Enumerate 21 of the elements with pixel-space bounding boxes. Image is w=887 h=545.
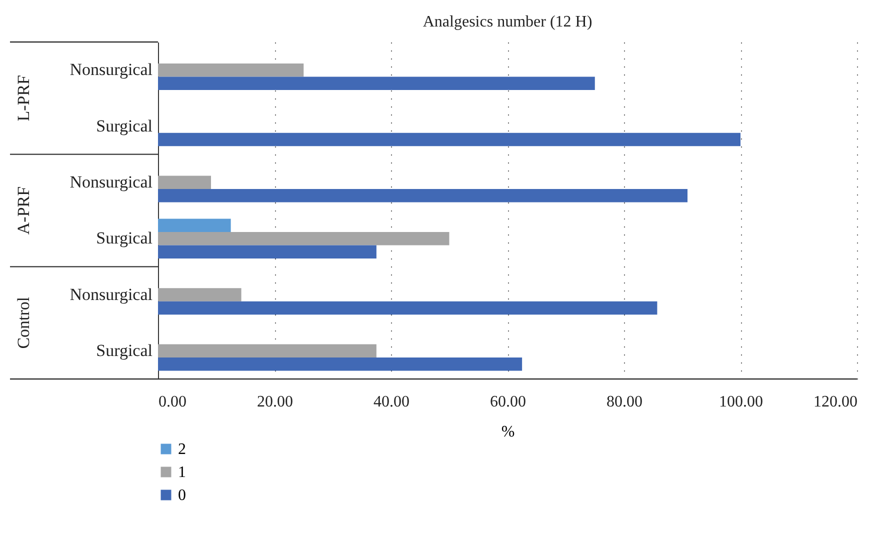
chart-title: Analgesics number (12 H) xyxy=(422,13,592,30)
x-tick-label: 40.00 xyxy=(374,394,410,410)
y-tick-label: Surgical xyxy=(96,228,153,248)
legend-label: 2 xyxy=(178,441,186,458)
legend-label: 0 xyxy=(178,487,186,504)
y-tick-label: Nonsurgical xyxy=(70,284,153,304)
y-tick-label: Nonsurgical xyxy=(70,60,153,80)
x-axis-title: % xyxy=(501,424,515,440)
x-tick-label: 80.00 xyxy=(606,394,642,410)
x-tick-label: 100.00 xyxy=(719,394,763,410)
x-tick-label: 120.00 xyxy=(814,394,858,410)
legend-label: 1 xyxy=(178,464,186,481)
text: A-PRF xyxy=(14,186,33,235)
y-tick-label: Surgical xyxy=(96,340,153,360)
x-tick-label: 0.00 xyxy=(158,394,186,410)
text: Control xyxy=(14,296,33,349)
x-tick-label: 60.00 xyxy=(490,394,526,410)
text: L-PRF xyxy=(14,75,33,122)
y-tick-label: Nonsurgical xyxy=(70,172,153,192)
y-tick-label: Surgical xyxy=(96,116,153,136)
x-tick-label: 20.00 xyxy=(257,394,293,410)
